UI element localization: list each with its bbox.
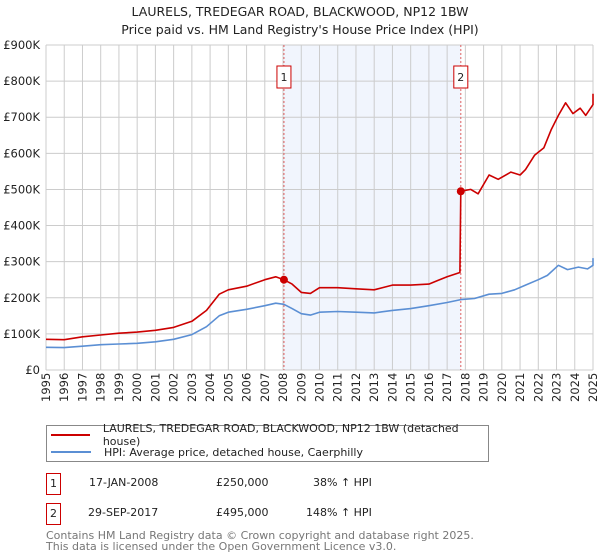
y-tick-label: £600K [3, 146, 40, 160]
x-tick-label: 2001 [148, 373, 162, 402]
x-tick-label: 2008 [276, 373, 290, 402]
y-tick-label: £0 [25, 363, 40, 377]
x-tick-label: 2005 [221, 373, 235, 402]
legend-label: HPI: Average price, detached house, Caer… [104, 445, 363, 459]
legend: LAURELS, TREDEGAR ROAD, BLACKWOOD, NP12 … [46, 422, 489, 462]
x-tick-label: 2003 [185, 373, 199, 402]
x-tick-label: 2023 [550, 373, 564, 402]
shaded-region [283, 45, 461, 370]
transaction-date: 29-SEP-2017 [88, 506, 159, 519]
x-tick-label: 2013 [367, 373, 381, 402]
x-tick-label: 2022 [531, 373, 545, 402]
x-tick-label: 1997 [75, 373, 89, 402]
y-tick-label: £800K [3, 74, 40, 88]
series-line [45, 258, 594, 349]
x-tick-label: 2012 [349, 373, 363, 402]
sale-badge-label: 1 [280, 71, 287, 84]
x-tick-label: 2000 [130, 373, 144, 402]
x-tick-label: 2007 [258, 373, 272, 402]
chart-subtitle: Price paid vs. HM Land Registry's House … [121, 22, 479, 37]
x-tick-label: 1998 [94, 373, 108, 402]
price-chart: 1995 1996 1997 1998 1999 2000 2001 2002 2003 2004… [3, 38, 600, 402]
transaction-hpi: 38% ↑ HPI [313, 476, 372, 489]
transaction-price: £495,000 [216, 506, 269, 519]
transaction-price: £250,000 [216, 476, 269, 489]
footer-licence: This data is licensed under the Open Gov… [46, 540, 397, 553]
legend-item-property: LAURELS, TREDEGAR ROAD, BLACKWOOD, NP12 … [51, 422, 488, 448]
y-tick-label: £200K [3, 291, 40, 305]
transaction-hpi: 148% ↑ HPI [306, 506, 372, 519]
y-tick-label: £300K [3, 255, 40, 269]
x-tick-label: 2017 [440, 373, 454, 402]
series-line [45, 93, 594, 341]
x-tick-label: 1996 [57, 373, 71, 402]
x-tick-label: 2020 [495, 373, 509, 402]
x-tick-label: 2016 [422, 373, 436, 402]
x-tick-label: 2018 [458, 373, 472, 402]
x-tick-label: 2021 [513, 373, 527, 402]
x-tick-label: 2004 [203, 373, 217, 402]
legend-label: LAURELS, TREDEGAR ROAD, BLACKWOOD, NP12 … [102, 422, 459, 448]
x-tick-label: 2025 [586, 373, 600, 402]
sale-point [279, 275, 288, 284]
x-tick-label: 2019 [477, 373, 491, 402]
y-tick-label: £700K [3, 110, 40, 124]
y-tick-label: £100K [3, 327, 40, 341]
transaction-badge: 2 [46, 503, 61, 525]
x-tick-label: 1995 [39, 373, 53, 402]
legend-item-hpi: HPI: Average price, detached house, Caer… [51, 444, 363, 460]
sale-badge-label: 2 [457, 71, 464, 84]
chart-title: LAURELS, TREDEGAR ROAD, BLACKWOOD, NP12 … [131, 4, 469, 19]
legend-swatch-blue [51, 451, 91, 453]
legend-swatch-red [51, 434, 90, 436]
y-tick-label: £400K [3, 219, 40, 233]
sale-point [456, 187, 465, 196]
y-tick-label: £900K [3, 38, 40, 52]
x-tick-label: 2010 [313, 373, 327, 402]
x-tick-label: 2009 [294, 373, 308, 402]
sale-badge [453, 65, 469, 89]
x-tick-label: 2006 [240, 373, 254, 402]
x-tick-label: 2011 [331, 373, 345, 402]
transaction-date: 17-JAN-2008 [89, 476, 159, 489]
sale-badge [276, 65, 292, 89]
x-tick-label: 2014 [385, 373, 399, 402]
x-tick-label: 1999 [112, 373, 126, 402]
footer: Contains HM Land Registry data © Crown c… [46, 530, 474, 552]
transaction-badge: 1 [46, 473, 61, 495]
x-tick-label: 2002 [167, 373, 181, 402]
x-tick-label: 2015 [404, 373, 418, 402]
y-tick-label: £500K [3, 182, 40, 196]
footer-copyright: Contains HM Land Registry data © Crown c… [46, 529, 474, 542]
x-tick-label: 2024 [568, 373, 582, 402]
